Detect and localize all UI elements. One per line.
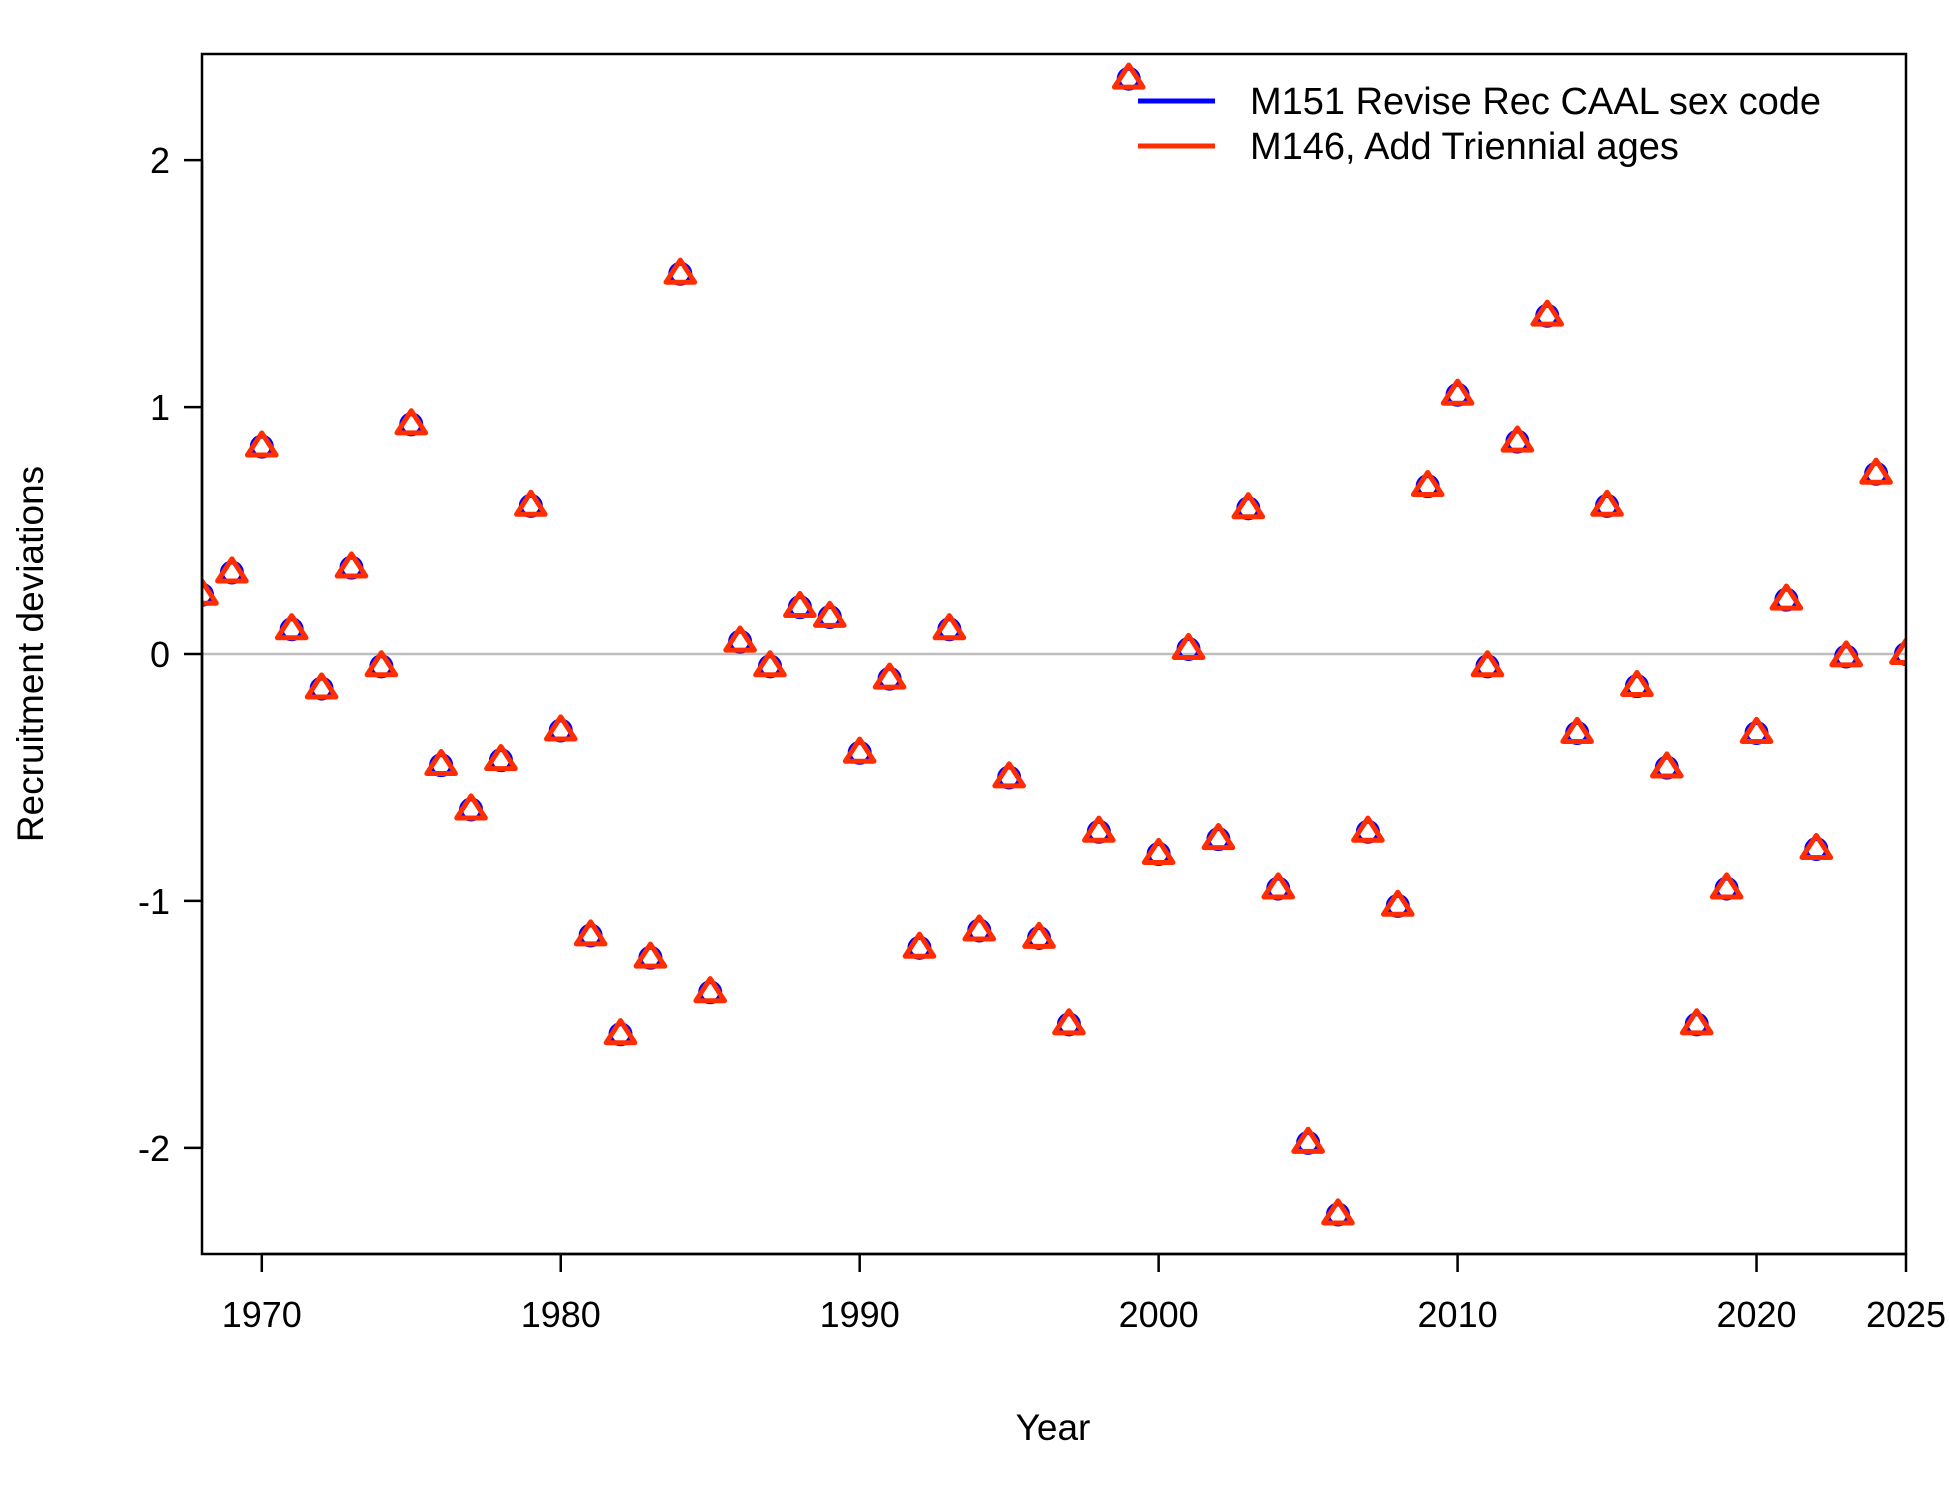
point-m146: [1261, 872, 1296, 900]
legend-label-m146: M146, Add Triennial ages: [1250, 126, 1679, 168]
point-m146: [1410, 469, 1445, 498]
point-m146: [962, 914, 997, 942]
x-tick-label: 1970: [222, 1294, 302, 1335]
point-m146: [842, 736, 877, 764]
point-m146: [1769, 583, 1804, 611]
data-markers: [202, 62, 1906, 1227]
point-m146: [274, 613, 309, 641]
point-m146: [1231, 492, 1266, 520]
point-m146: [1829, 640, 1864, 668]
point-m146: [872, 662, 907, 690]
point-m146: [603, 1018, 638, 1046]
point-m146: [663, 257, 698, 285]
point-m146: [1470, 650, 1505, 678]
point-m146: [1082, 815, 1116, 843]
x-tick-label: 1990: [820, 1294, 900, 1335]
y-tick-label: -1: [138, 881, 170, 922]
point-m146: [1679, 1008, 1714, 1036]
legend: M151 Revise Rec CAAL sex code M146, Add …: [1138, 81, 1821, 168]
point-m146: [1650, 751, 1684, 779]
x-tick-label: 2025: [1866, 1294, 1946, 1335]
point-m146: [693, 976, 728, 1004]
point-m146: [364, 650, 399, 678]
point-m146: [1739, 716, 1774, 744]
x-axis-title: Year: [1016, 1407, 1091, 1448]
point-m146: [424, 748, 458, 777]
point-m146: [1620, 669, 1654, 698]
point-m146: [244, 430, 279, 458]
point-m146: [1799, 832, 1834, 861]
y-axis: -2 -1 0 1 2: [138, 140, 204, 1169]
point-m146: [573, 919, 608, 947]
point-m146: [1560, 716, 1594, 744]
y-tick-label: 2: [150, 140, 170, 181]
point-m146: [1141, 837, 1176, 865]
point-m146: [1111, 62, 1146, 90]
x-tick-label: 2010: [1418, 1294, 1498, 1335]
point-m146: [992, 761, 1026, 789]
point-m146: [394, 408, 429, 436]
x-tick-label: 2020: [1716, 1294, 1796, 1335]
x-axis: 1970 1980 1990 2000 2010 2020 2025: [222, 1252, 1946, 1335]
point-m146: [304, 672, 339, 700]
point-m146: [1351, 815, 1385, 843]
point-m146: [812, 600, 847, 628]
point-m146: [902, 931, 937, 959]
point-m146: [215, 556, 249, 584]
point-m146: [753, 650, 787, 678]
y-tick-label: -2: [138, 1128, 170, 1169]
point-m146: [514, 489, 548, 517]
point-m146: [1321, 1198, 1355, 1226]
point-m146: [454, 793, 488, 821]
point-m146: [484, 744, 518, 772]
point-m146: [1889, 637, 1906, 665]
point-m146: [1709, 872, 1744, 900]
point-m146: [723, 625, 757, 653]
x-tick-label: 2000: [1119, 1294, 1199, 1335]
point-m146: [1440, 378, 1475, 406]
point-m146: [1052, 1008, 1086, 1036]
point-m146: [1201, 823, 1236, 851]
point-m146: [334, 551, 369, 579]
point-m146: [1500, 425, 1535, 453]
point-m146: [1530, 299, 1565, 327]
y-axis-title: Recruitment deviations: [10, 466, 51, 842]
x-tick-label: 1980: [521, 1294, 601, 1335]
point-m146: [783, 590, 817, 619]
point-m146: [202, 578, 219, 606]
point-m146: [1590, 489, 1624, 517]
point-m146: [633, 941, 668, 969]
point-m146: [1859, 457, 1893, 485]
point-m146: [543, 714, 578, 742]
y-tick-label: 1: [150, 387, 170, 428]
point-m146: [1171, 632, 1206, 661]
point-m146: [1291, 1126, 1325, 1154]
legend-label-m151: M151 Revise Rec CAAL sex code: [1250, 81, 1821, 123]
y-tick-label: 0: [150, 634, 170, 675]
point-m146: [1380, 889, 1415, 917]
point-m146: [932, 613, 967, 641]
point-m146: [1022, 921, 1056, 949]
